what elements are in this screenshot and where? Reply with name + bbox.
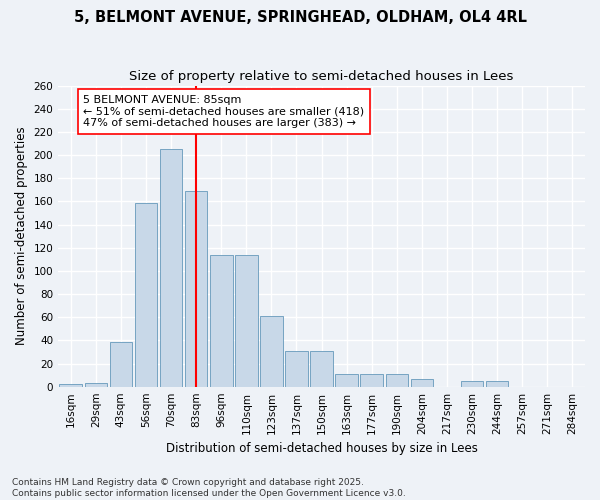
Bar <box>185 191 208 386</box>
Bar <box>210 254 233 386</box>
Bar <box>386 374 408 386</box>
Title: Size of property relative to semi-detached houses in Lees: Size of property relative to semi-detach… <box>130 70 514 83</box>
Text: 5 BELMONT AVENUE: 85sqm
← 51% of semi-detached houses are smaller (418)
47% of s: 5 BELMONT AVENUE: 85sqm ← 51% of semi-de… <box>83 95 364 128</box>
Bar <box>361 374 383 386</box>
Bar <box>110 342 132 386</box>
Bar <box>310 351 333 386</box>
Bar <box>235 254 257 386</box>
Bar <box>285 351 308 386</box>
Text: 5, BELMONT AVENUE, SPRINGHEAD, OLDHAM, OL4 4RL: 5, BELMONT AVENUE, SPRINGHEAD, OLDHAM, O… <box>74 10 527 25</box>
Bar <box>461 381 484 386</box>
Bar <box>134 202 157 386</box>
Bar <box>260 316 283 386</box>
Bar <box>486 381 508 386</box>
Bar <box>85 383 107 386</box>
Bar <box>335 374 358 386</box>
Bar <box>59 384 82 386</box>
Text: Contains HM Land Registry data © Crown copyright and database right 2025.
Contai: Contains HM Land Registry data © Crown c… <box>12 478 406 498</box>
X-axis label: Distribution of semi-detached houses by size in Lees: Distribution of semi-detached houses by … <box>166 442 478 455</box>
Bar <box>410 378 433 386</box>
Y-axis label: Number of semi-detached properties: Number of semi-detached properties <box>15 127 28 346</box>
Bar <box>160 150 182 386</box>
